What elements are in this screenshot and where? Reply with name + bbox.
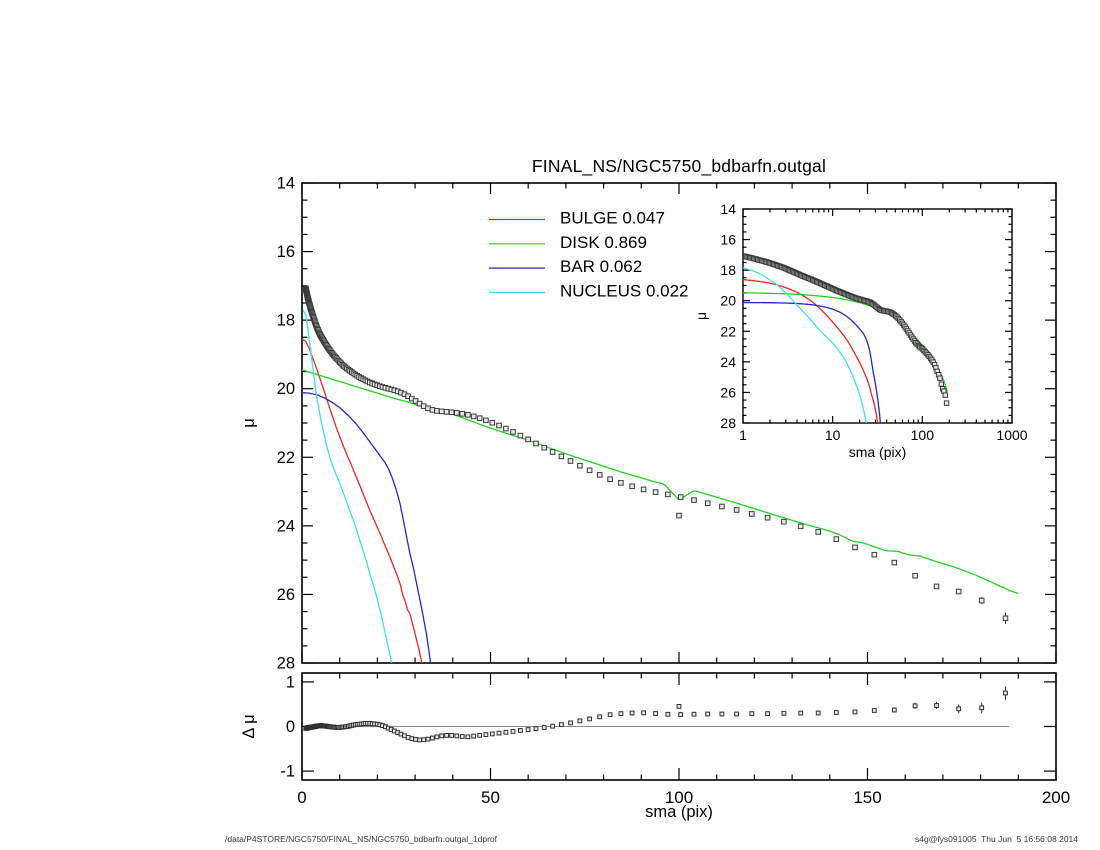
x-tick-label: 200: [1042, 788, 1070, 807]
x-axis-title: sma (pix): [645, 803, 713, 821]
y-tick-label: 0: [286, 718, 295, 736]
y-axis-title: μ: [693, 312, 709, 320]
bar-line-inset: [743, 301, 882, 423]
x-tick-label: 1: [739, 427, 747, 443]
x-tick-label: 50: [481, 788, 500, 807]
y-tick-label: 16: [277, 243, 295, 261]
x-tick-label: 100: [665, 788, 693, 807]
bulge-line-inset: [743, 278, 879, 423]
y-tick-label: 1: [286, 673, 295, 691]
inset-data-points: [743, 253, 950, 406]
x-tick-label: 10: [825, 427, 841, 443]
bar-line-main: [302, 392, 432, 663]
main-panel: 14 16 18 20 22 24 26 28 μ: [240, 175, 1057, 673]
y-tick-label: 24: [277, 517, 295, 535]
bulge-line-main: [302, 338, 423, 663]
footer-file-path: /data/P4STORE/NGC5750/FINAL_NS/NGC5750_b…: [225, 834, 497, 844]
x-axis-title: sma (pix): [849, 444, 907, 460]
nucleus-line-inset: [743, 267, 868, 423]
legend-label-bulge: BULGE 0.047: [560, 209, 665, 228]
y-tick-label: 20: [720, 293, 736, 309]
panel-frame: [301, 182, 1057, 664]
y-tick-label: 14: [720, 201, 736, 217]
legend-label-nucleus: NUCLEUS 0.022: [560, 281, 689, 300]
legend-label-bar: BAR 0.062: [560, 257, 642, 276]
y-tick-label: 22: [277, 449, 295, 467]
legend-label-disk: DISK 0.869: [560, 233, 647, 252]
y-tick-label: 20: [277, 380, 295, 398]
x-tick-label: 150: [853, 788, 881, 807]
panel-frame: [742, 208, 1013, 424]
x-tick-label: 1000: [996, 427, 1027, 443]
nucleus-line-main: [302, 309, 393, 663]
x-tick-label: 0: [297, 788, 306, 807]
y-tick-label: 26: [720, 384, 736, 400]
legend: BULGE 0.047 DISK 0.869 BAR 0.062 NUCLEUS 0.…: [489, 209, 689, 300]
plot-title: FINAL_NS/NGC5750_bdbarfn.outgal: [531, 156, 827, 176]
y-tick-label: 28: [277, 655, 295, 673]
y-tick-label: 24: [720, 354, 736, 370]
disk-line-main: [302, 369, 1019, 595]
panel-frame: [301, 672, 1057, 781]
y-axis-title: μ: [240, 418, 258, 428]
main-data-points: [303, 285, 1009, 624]
footer-user-timestamp: s4g@fys091005 Thu Jun 5 16:56:08 2014: [914, 834, 1078, 844]
y-tick-label: 14: [277, 175, 295, 193]
y-tick-label: 18: [277, 312, 295, 330]
y-tick-label: 22: [720, 323, 736, 339]
y-axis-title: Δ μ: [240, 714, 258, 738]
residual-data-points: [303, 686, 1008, 743]
inset-panel: 1 10 100 1000 14 16 18 20 22 24 26 28 sma (pix) μ: [693, 201, 1028, 460]
y-tick-label: 16: [720, 232, 736, 248]
x-tick-label: 100: [911, 427, 935, 443]
y-tick-label: 28: [720, 415, 736, 431]
y-tick-label: 18: [720, 262, 736, 278]
y-tick-label: -1: [280, 763, 295, 781]
y-tick-label: 26: [277, 586, 295, 604]
